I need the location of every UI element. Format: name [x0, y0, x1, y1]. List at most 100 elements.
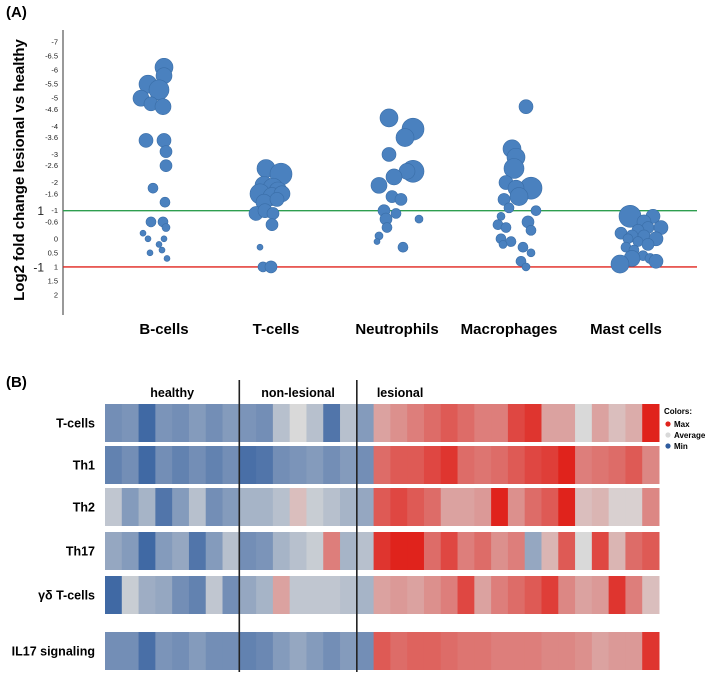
heatmap-cell — [575, 576, 593, 614]
y-tick-label: -4.6 — [45, 105, 58, 114]
data-point — [397, 241, 409, 253]
heatmap-cell — [105, 576, 123, 614]
row-labels: T-cells Th1 Th2 Th17 γδ T-cells IL17 signalin… — [12, 417, 95, 659]
y-tick-label: -7 — [51, 38, 58, 47]
heatmap-cell — [340, 488, 358, 526]
heatmap-cell — [507, 532, 526, 570]
data-point — [517, 241, 529, 253]
heatmap-cell — [188, 404, 207, 442]
heatmap-cell — [575, 488, 593, 526]
y-tick-label: -5.5 — [45, 80, 58, 89]
row-label: IL17 signaling — [12, 645, 95, 659]
heatmap-cell — [507, 446, 526, 484]
heatmap-cell — [390, 532, 408, 570]
row-label: Th17 — [66, 545, 95, 559]
panel-a-label: (A) — [6, 4, 27, 21]
data-point — [159, 196, 171, 208]
heatmap-row-Th2 — [105, 488, 660, 526]
data-point — [414, 214, 424, 224]
data-point — [610, 254, 630, 274]
heatmap-cell — [457, 446, 475, 484]
heatmap-cell — [457, 532, 475, 570]
heatmap-cell — [188, 532, 207, 570]
heatmap-cell — [121, 532, 140, 570]
heatmap-cell — [105, 532, 123, 570]
heatmap-rows — [105, 404, 660, 670]
category-labels: B-cells T-cells Neutrophils Macrophages Mast… — [139, 321, 661, 338]
heatmap-cell — [105, 632, 123, 670]
data-point — [265, 218, 279, 232]
heatmap-cell — [608, 446, 626, 484]
data-point — [521, 262, 531, 272]
heatmap-cell — [289, 488, 307, 526]
data-point — [159, 159, 173, 172]
heatmap-cell — [239, 404, 257, 442]
heatmap-cell — [507, 632, 526, 670]
heatmap-cell — [440, 532, 459, 570]
heatmap-cell — [507, 488, 526, 526]
y-tick-label: -5 — [51, 94, 58, 103]
heatmap-cell — [138, 532, 156, 570]
category-label: Mast cells — [590, 321, 662, 338]
heatmap-cell — [289, 576, 307, 614]
heatmap-cell — [239, 532, 257, 570]
y-ticks: -7 -6.5 -6 -5.5 -5 -4.6 -4 -3.6 -3 -2.6 -2 -1.6 -1 -0… — [33, 38, 58, 300]
heatmap-cell — [608, 488, 626, 526]
heatmap-cell — [172, 632, 190, 670]
heatmap-cell — [172, 446, 190, 484]
y-tick-label: 1 — [54, 262, 58, 271]
heatmap-cell — [541, 488, 559, 526]
heatmap-cell — [642, 632, 660, 670]
data-point — [156, 133, 172, 148]
heatmap-cell — [121, 446, 140, 484]
legend-item-label: Min — [674, 442, 688, 451]
data-point — [518, 99, 534, 114]
legend-swatch — [665, 443, 671, 449]
y-tick-label: -3.6 — [45, 133, 58, 142]
heatmap-cell — [340, 404, 358, 442]
legend-swatch — [665, 421, 671, 427]
heatmap-cell — [356, 632, 375, 670]
heatmap-cell — [222, 576, 240, 614]
heatmap-cell — [440, 632, 459, 670]
y-tick-label: -1 — [51, 206, 58, 215]
heatmap-cell — [272, 488, 291, 526]
heatmap-cell — [272, 576, 291, 614]
heatmap-cell — [625, 446, 643, 484]
heatmap-cell — [155, 532, 173, 570]
heatmap-cell — [155, 446, 173, 484]
legend-swatch — [665, 432, 671, 438]
heatmap-cell — [289, 404, 307, 442]
y-axis-label: Log2 fold change lesional vs healthy — [11, 38, 28, 300]
data-point — [379, 108, 399, 128]
heatmap-cell — [306, 576, 324, 614]
heatmap-cell — [524, 532, 542, 570]
data-point — [498, 240, 508, 249]
heatmap-cell — [188, 632, 207, 670]
y-tick-label: -3 — [51, 150, 58, 159]
heatmap-cell — [608, 632, 626, 670]
heatmap-cell — [541, 632, 559, 670]
heatmap-cell — [105, 488, 123, 526]
heatmap-cell — [188, 576, 207, 614]
data-point — [373, 238, 381, 245]
heatmap-cell — [306, 446, 324, 484]
heatmap-cell — [323, 532, 341, 570]
data-point — [395, 128, 415, 147]
heatmap-cell — [457, 488, 475, 526]
y-threshold-label: 1 — [37, 204, 44, 218]
heatmap-cell — [121, 632, 140, 670]
heatmap-cell — [524, 446, 542, 484]
heatmap-cell — [575, 446, 593, 484]
heatmap-cell — [423, 632, 442, 670]
y-tick-label: 0 — [54, 234, 58, 243]
heatmap-cell — [558, 576, 576, 614]
heatmap-cell — [642, 404, 660, 442]
heatmap-cell — [205, 488, 224, 526]
heatmap-cell — [440, 446, 459, 484]
heatmap-cell — [474, 632, 492, 670]
heatmap-cell — [256, 488, 274, 526]
heatmap-cell — [356, 446, 375, 484]
data-points — [132, 58, 669, 274]
